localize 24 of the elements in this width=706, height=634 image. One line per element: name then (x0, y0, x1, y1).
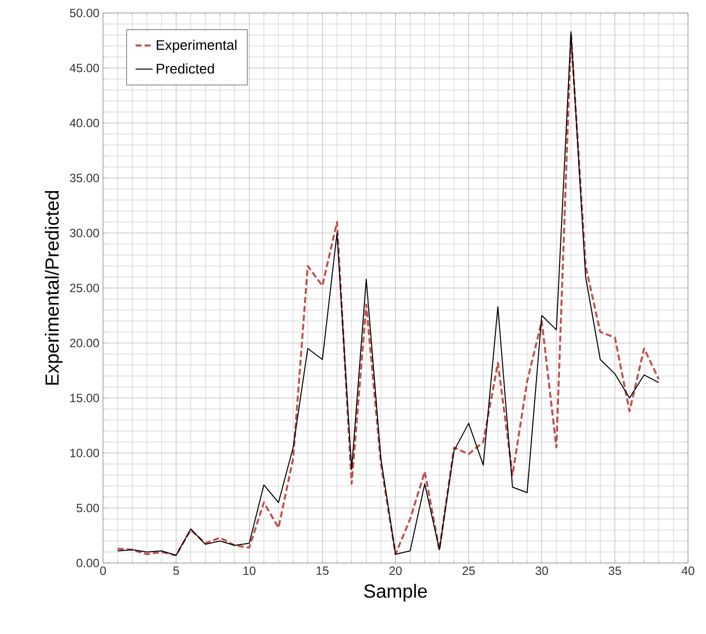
y-tick-label: 25.00 (70, 284, 99, 292)
x-tick-label: 40 (682, 566, 694, 576)
x-tick-label: 30 (536, 566, 548, 576)
x-tick-label: 35 (608, 566, 622, 576)
y-tick-label: 0.00 (76, 558, 100, 568)
x-tick-label: 10 (243, 566, 256, 576)
y-tick-label: 35.00 (70, 174, 99, 182)
x-tick-label: 0 (100, 566, 106, 576)
legend-label: Experimental (156, 40, 236, 53)
x-tick-label: 25 (462, 566, 475, 576)
x-tick-label: 5 (173, 566, 179, 575)
y-axis-title: Experimental/Predicted (44, 191, 63, 385)
y-tick-label: 40.00 (70, 118, 99, 128)
x-tick-label: 20 (389, 566, 402, 576)
y-tick-label: 5.00 (76, 504, 100, 512)
y-tick-label: 45.00 (70, 64, 99, 72)
x-tick-label: 15 (316, 566, 329, 575)
y-tick-label: 20.00 (70, 338, 99, 348)
x-axis-title: Sample (364, 584, 427, 602)
legend-label: Predicted (156, 63, 214, 74)
y-tick-label: 10.00 (70, 448, 99, 458)
y-tick-label: 50.00 (70, 8, 99, 18)
y-tick-label: 15.00 (70, 394, 99, 402)
y-tick-label: 30.00 (70, 228, 99, 238)
